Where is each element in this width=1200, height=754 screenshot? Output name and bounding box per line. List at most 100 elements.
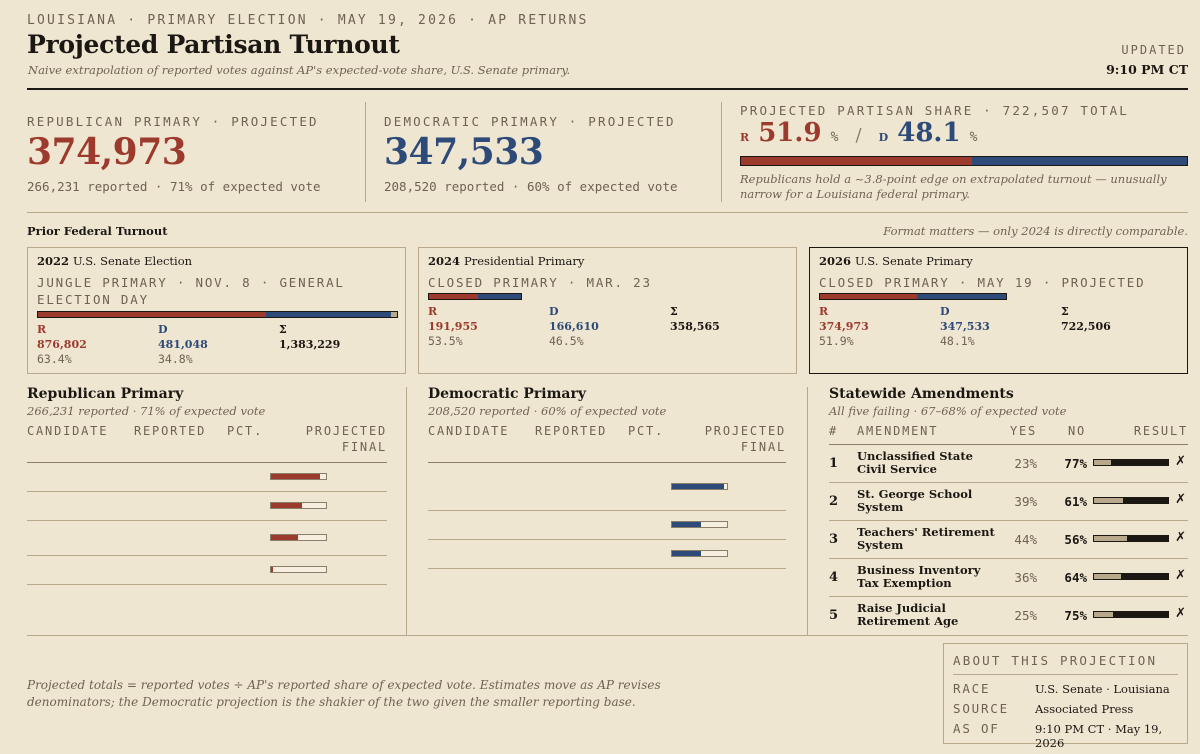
- yes-bar-fill: [1094, 536, 1127, 541]
- share-r-tag: R: [740, 131, 750, 144]
- footer-rule: [27, 635, 1188, 636]
- amendment-number: 1: [829, 456, 839, 471]
- dem-projected-sub: 208,520 reported · 60% of expected vote: [384, 179, 678, 194]
- amendment-name: Raise Judicial Retirement Age: [857, 601, 959, 628]
- card-bar: [37, 311, 398, 318]
- col-result: RESULT: [1133, 424, 1188, 438]
- row-rule: [428, 568, 786, 569]
- row-rule: [27, 491, 387, 492]
- col-reported: REPORTED: [134, 424, 207, 438]
- divider: [721, 102, 722, 202]
- card-r-pct: 63.4%: [37, 352, 72, 366]
- about-title: ABOUT THIS PROJECTION: [953, 653, 1158, 668]
- card-sub: JUNGLE PRIMARY · NOV. 8 · GENERAL ELECTI…: [37, 275, 345, 307]
- amendment-number: 2: [829, 494, 839, 509]
- share-values: R 51.9 % / D 48.1 %: [740, 118, 977, 148]
- page-title: Projected Partisan Turnout: [27, 30, 400, 59]
- card-r-label: R: [428, 305, 438, 318]
- rep-primary-table: Republican Primary 266,231 reported · 71…: [27, 386, 387, 585]
- about-key: AS OF: [953, 721, 1000, 736]
- card-d-label: D: [158, 323, 168, 336]
- dem-projected-block: DEMOCRATIC PRIMARY · PROJECTED 347,533 2…: [384, 114, 678, 194]
- about-value: U.S. Senate · Louisiana: [1035, 682, 1170, 696]
- card-title: 2026 U.S. Senate Primary: [819, 254, 973, 268]
- col-projected-line2: FINAL: [341, 440, 387, 454]
- pct-bar: [671, 482, 728, 490]
- amendments-table: Statewide Amendments All five failing · …: [829, 386, 1188, 634]
- yes-no-bar: [1093, 611, 1169, 618]
- row-rule: [829, 596, 1188, 597]
- col-projected-line2: FINAL: [740, 440, 786, 454]
- col-pct: PCT.: [628, 424, 665, 438]
- divider: [406, 387, 407, 635]
- card-d-col: D 347,533 48.1%: [940, 304, 990, 349]
- table-body: [428, 463, 786, 569]
- row-rule: [27, 584, 387, 585]
- amendment-row: 4 Business Inventory Tax Exemption 36% 64% ✗: [829, 559, 1188, 596]
- yes-pct: 23%: [1014, 456, 1037, 471]
- no-bar-fill: [1126, 536, 1168, 541]
- pct-bar-fill: [672, 522, 702, 527]
- prior-card-2026: 2026 U.S. Senate Primary CLOSED PRIMARY ·…: [809, 247, 1188, 374]
- header-rule: [428, 462, 786, 463]
- yes-no-bar: [1093, 535, 1169, 542]
- table-row: [27, 492, 387, 520]
- amendment-row: 5 Raise Judicial Retirement Age 25% 75% ✗: [829, 597, 1188, 634]
- card-total-col: Σ 358,565: [670, 304, 720, 334]
- card-r-value: 374,973: [819, 320, 869, 333]
- x-mark-icon: ✗: [1175, 492, 1186, 507]
- pct-bar: [671, 521, 728, 528]
- card-d-label: D: [549, 305, 559, 318]
- card-r-col: R 374,973 51.9%: [819, 304, 869, 349]
- yes-pct: 25%: [1014, 608, 1037, 623]
- yes-pct: 44%: [1014, 532, 1037, 547]
- header-rule: [829, 444, 1188, 445]
- card-d-pct: 34.8%: [158, 352, 193, 366]
- x-mark-icon: ✗: [1175, 606, 1186, 621]
- pct-bar-fill: [271, 503, 303, 508]
- rep-projected-block: REPUBLICAN PRIMARY · PROJECTED 374,973 2…: [27, 114, 321, 194]
- x-mark-icon: ✗: [1175, 454, 1186, 469]
- pct-bar-fill: [271, 535, 299, 540]
- pct-bar-fill: [271, 567, 274, 572]
- table-row: [27, 521, 387, 555]
- no-pct: 61%: [1064, 494, 1087, 509]
- yes-no-bar: [1093, 497, 1169, 504]
- no-pct: 56%: [1064, 532, 1087, 547]
- header-rule: [27, 462, 387, 463]
- yes-no-bar: [1093, 459, 1169, 466]
- amendment-name: Unclassified State Civil Service: [857, 449, 973, 476]
- table-header: CANDIDATE REPORTED PCT. PROJECTED FINAL: [27, 423, 387, 459]
- card-r-col: R 876,802 63.4%: [37, 322, 87, 367]
- dem-primary-table: Democratic Primary 208,520 reported · 60…: [428, 386, 786, 569]
- table-row: [428, 540, 786, 568]
- card-sub: CLOSED PRIMARY · MAR. 23: [428, 275, 652, 290]
- pct-bar: [270, 502, 327, 509]
- rep-projected-label: REPUBLICAN PRIMARY · PROJECTED: [27, 114, 319, 129]
- yes-bar-fill: [1094, 460, 1112, 465]
- card-d-pct: 48.1%: [940, 334, 975, 348]
- share-d-pct-sign: %: [969, 130, 978, 145]
- section-title: Statewide Amendments: [829, 386, 1014, 402]
- col-projected-line1: PROJECTED: [305, 424, 387, 438]
- card-total-col: Σ 1,383,229: [279, 322, 340, 352]
- share-slash: /: [855, 125, 862, 146]
- about-box: ABOUT THIS PROJECTION RACE U.S. Senate ·…: [943, 643, 1188, 750]
- amendment-name: Business Inventory Tax Exemption: [857, 563, 981, 590]
- card-d-value: 347,533: [940, 320, 990, 333]
- col-candidate: CANDIDATE: [428, 424, 510, 438]
- share-bar-r: [741, 157, 973, 165]
- card-r-value: 191,955: [428, 320, 478, 333]
- page-subtitle: Naive extrapolation of reported votes ag…: [28, 63, 571, 77]
- updated-label: UPDATED: [1121, 43, 1186, 57]
- x-mark-icon: ✗: [1175, 530, 1186, 545]
- about-key: RACE: [953, 681, 991, 696]
- card-d-value: 166,610: [549, 320, 599, 333]
- dem-projected-label: DEMOCRATIC PRIMARY · PROJECTED: [384, 114, 676, 129]
- row-rule: [829, 558, 1188, 559]
- no-bar-fill: [1111, 460, 1168, 465]
- table-row: [428, 463, 786, 510]
- col-num: #: [829, 424, 839, 438]
- about-key: SOURCE: [953, 701, 1009, 716]
- share-note: Republicans hold a ~3.8-point edge on ex…: [740, 172, 1167, 201]
